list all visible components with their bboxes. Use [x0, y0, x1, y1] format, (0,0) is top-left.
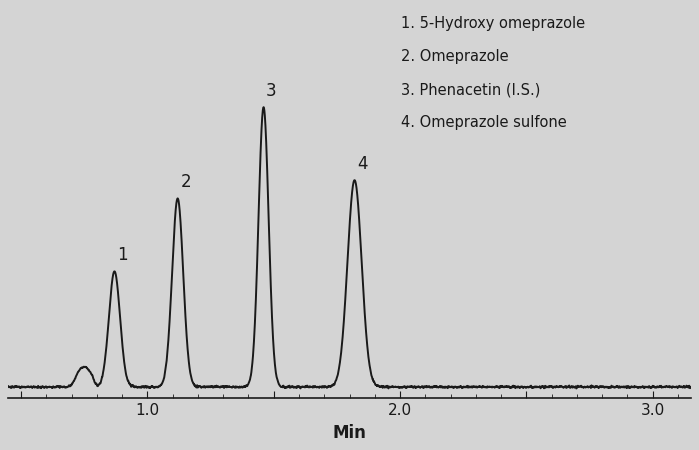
Text: 4: 4 [357, 154, 368, 172]
Text: 4. Omeprazole sulfone: 4. Omeprazole sulfone [401, 115, 566, 130]
Text: 3: 3 [266, 81, 277, 99]
X-axis label: Min: Min [333, 423, 366, 441]
Text: 1. 5-Hydroxy omeprazole: 1. 5-Hydroxy omeprazole [401, 16, 585, 31]
Text: 1: 1 [117, 246, 128, 264]
Text: 3. Phenacetin (I.S.): 3. Phenacetin (I.S.) [401, 82, 540, 97]
Text: 2. Omeprazole: 2. Omeprazole [401, 49, 508, 64]
Text: 2: 2 [180, 173, 192, 191]
